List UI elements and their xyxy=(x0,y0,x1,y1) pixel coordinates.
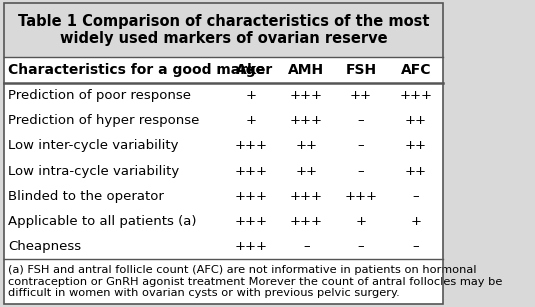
FancyBboxPatch shape xyxy=(4,158,444,184)
Text: +: + xyxy=(246,114,257,127)
Text: –: – xyxy=(412,190,419,203)
Text: Low intra-cycle variability: Low intra-cycle variability xyxy=(8,165,179,178)
FancyBboxPatch shape xyxy=(4,259,444,304)
Text: +++: +++ xyxy=(289,114,323,127)
Text: +++: +++ xyxy=(289,215,323,228)
Text: +++: +++ xyxy=(235,215,268,228)
Text: Applicable to all patients (a): Applicable to all patients (a) xyxy=(8,215,196,228)
Text: –: – xyxy=(412,240,419,253)
Text: –: – xyxy=(358,114,364,127)
FancyBboxPatch shape xyxy=(4,108,444,133)
Text: Blinded to the operator: Blinded to the operator xyxy=(8,190,164,203)
Text: ++: ++ xyxy=(405,165,427,178)
FancyBboxPatch shape xyxy=(4,133,444,158)
Text: FSH: FSH xyxy=(346,63,377,77)
FancyBboxPatch shape xyxy=(4,57,444,83)
Text: +++: +++ xyxy=(289,190,323,203)
FancyBboxPatch shape xyxy=(4,209,444,234)
Text: AFC: AFC xyxy=(401,63,431,77)
Text: –: – xyxy=(358,165,364,178)
Text: Prediction of poor response: Prediction of poor response xyxy=(8,89,191,102)
FancyBboxPatch shape xyxy=(4,234,444,259)
Text: ++: ++ xyxy=(405,114,427,127)
Text: +++: +++ xyxy=(289,89,323,102)
Text: +++: +++ xyxy=(235,165,268,178)
Text: Age: Age xyxy=(236,63,266,77)
Text: Low inter-cycle variability: Low inter-cycle variability xyxy=(8,139,179,153)
Text: –: – xyxy=(303,240,309,253)
Text: +++: +++ xyxy=(235,240,268,253)
Text: +: + xyxy=(356,215,366,228)
Text: AMH: AMH xyxy=(288,63,324,77)
Text: Characteristics for a good marker: Characteristics for a good marker xyxy=(8,63,272,77)
Text: ++: ++ xyxy=(295,139,317,153)
Text: Table 1 Comparison of characteristics of the most
widely used markers of ovarian: Table 1 Comparison of characteristics of… xyxy=(18,14,430,46)
Text: +++: +++ xyxy=(345,190,378,203)
Text: +: + xyxy=(246,89,257,102)
Text: +++: +++ xyxy=(235,139,268,153)
FancyBboxPatch shape xyxy=(4,184,444,209)
Text: (a) FSH and antral follicle count (AFC) are not informative in patients on hormo: (a) FSH and antral follicle count (AFC) … xyxy=(8,265,502,298)
Text: ++: ++ xyxy=(295,165,317,178)
Text: –: – xyxy=(358,240,364,253)
Text: –: – xyxy=(358,139,364,153)
Text: +++: +++ xyxy=(400,89,432,102)
Text: Cheapness: Cheapness xyxy=(8,240,81,253)
FancyBboxPatch shape xyxy=(4,83,444,108)
Text: ++: ++ xyxy=(350,89,372,102)
Text: Prediction of hyper response: Prediction of hyper response xyxy=(8,114,200,127)
Text: +: + xyxy=(410,215,422,228)
FancyBboxPatch shape xyxy=(4,3,444,57)
Text: ++: ++ xyxy=(405,139,427,153)
Text: +++: +++ xyxy=(235,190,268,203)
